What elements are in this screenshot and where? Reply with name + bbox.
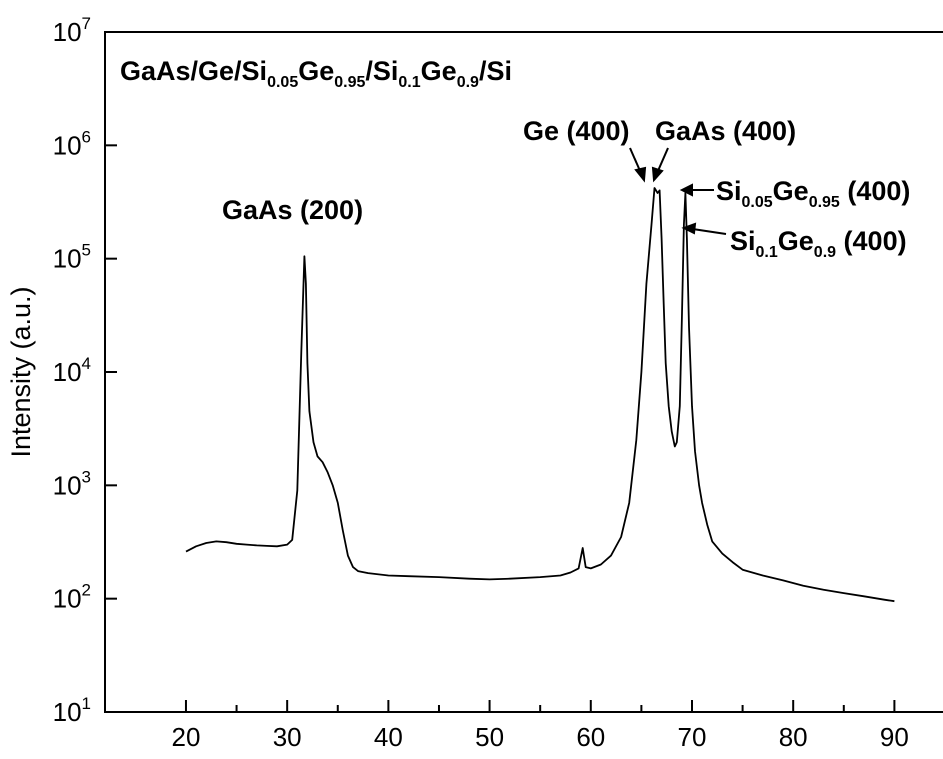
text-run: (400) <box>836 226 907 256</box>
annotation-gaas-400: GaAs (400) <box>655 116 796 146</box>
text-run: GaAs (200) <box>222 195 363 225</box>
annotation-arrows <box>629 147 727 235</box>
ticks-layer <box>105 31 896 713</box>
series-line <box>185 187 895 603</box>
y-tick-exponent: 3 <box>82 467 91 486</box>
x-tick-label: 20 <box>172 722 201 752</box>
text-run: Ge <box>773 176 809 206</box>
arrow-si01ge09-head <box>681 222 697 235</box>
x-tick-label: 60 <box>576 722 605 752</box>
text-run: GaAs (400) <box>655 116 796 146</box>
x-tick-label: 80 <box>779 722 808 752</box>
annotation-gaas-200: GaAs (200) <box>222 195 363 225</box>
y-tick-base: 10 <box>53 470 82 500</box>
subscript: 0.05 <box>742 194 773 211</box>
subscript: 0.05 <box>267 74 298 91</box>
y-tick-exponent: 7 <box>82 14 91 33</box>
text-run: /Si <box>365 56 398 86</box>
y-tick-base: 10 <box>53 17 82 47</box>
annotation-ge-400: Ge (400) <box>523 116 630 146</box>
y-tick-exponent: 4 <box>82 354 91 373</box>
y-tick-label: 102 <box>53 581 91 614</box>
y-tick-exponent: 6 <box>82 127 91 146</box>
subscript: 0.1 <box>756 244 778 261</box>
y-tick-base: 10 <box>53 584 82 614</box>
subscript: 0.95 <box>334 74 365 91</box>
y-tick-base: 10 <box>53 357 82 387</box>
y-tick-label: 103 <box>53 467 91 500</box>
y-tick-label: 107 <box>53 14 91 47</box>
annotation-si005ge095-400: Si0.05Ge0.95 (400) <box>716 176 910 211</box>
y-tick-exponent: 1 <box>82 694 91 713</box>
x-tick-label: 50 <box>475 722 504 752</box>
x-tick-labels: 20 30 40 50 60 70 80 90 <box>172 722 909 752</box>
y-tick-exponent: 5 <box>82 241 91 260</box>
text-run: Ge (400) <box>523 116 630 146</box>
arrow-gaas-400-head <box>651 166 664 183</box>
text-run: Ge <box>778 226 814 256</box>
x-tick-label: 40 <box>374 722 403 752</box>
y-axis-label: Intensity (a.u.) <box>6 286 36 457</box>
arrow-ge-400-head <box>634 166 647 183</box>
y-tick-exponent: 2 <box>82 581 91 600</box>
x-tick-label: 70 <box>678 722 707 752</box>
text-run: Si <box>716 176 742 206</box>
y-tick-label: 104 <box>53 354 91 387</box>
subscript: 0.1 <box>398 74 420 91</box>
y-tick-label: 106 <box>53 127 91 160</box>
chart-title: GaAs/Ge/Si0.05Ge0.95/Si0.1Ge0.9/Si <box>120 56 512 91</box>
subscript: 0.9 <box>457 74 479 91</box>
text-run: (400) <box>840 176 911 206</box>
subscript: 0.9 <box>814 244 836 261</box>
x-tick-label: 90 <box>880 722 909 752</box>
y-tick-label: 105 <box>53 241 91 274</box>
peak-annotations: GaAs (200) Ge (400) GaAs (400) Si0.05Ge0… <box>222 116 910 261</box>
text-run: Ge <box>298 56 334 86</box>
arrow-si005ge095-head <box>679 183 693 197</box>
x-tick-label: 30 <box>273 722 302 752</box>
annotation-si01ge09-400: Si0.1Ge0.9 (400) <box>730 226 907 261</box>
text-run: /Si <box>479 56 512 86</box>
y-tick-base: 10 <box>53 697 82 727</box>
text-run: Si <box>730 226 756 256</box>
subscript: 0.95 <box>809 194 840 211</box>
text-run: GaAs/Ge/Si <box>120 56 267 86</box>
y-tick-base: 10 <box>53 244 82 274</box>
text-run: Ge <box>421 56 457 86</box>
y-tick-base: 10 <box>53 130 82 160</box>
y-tick-label: 101 <box>53 694 91 727</box>
